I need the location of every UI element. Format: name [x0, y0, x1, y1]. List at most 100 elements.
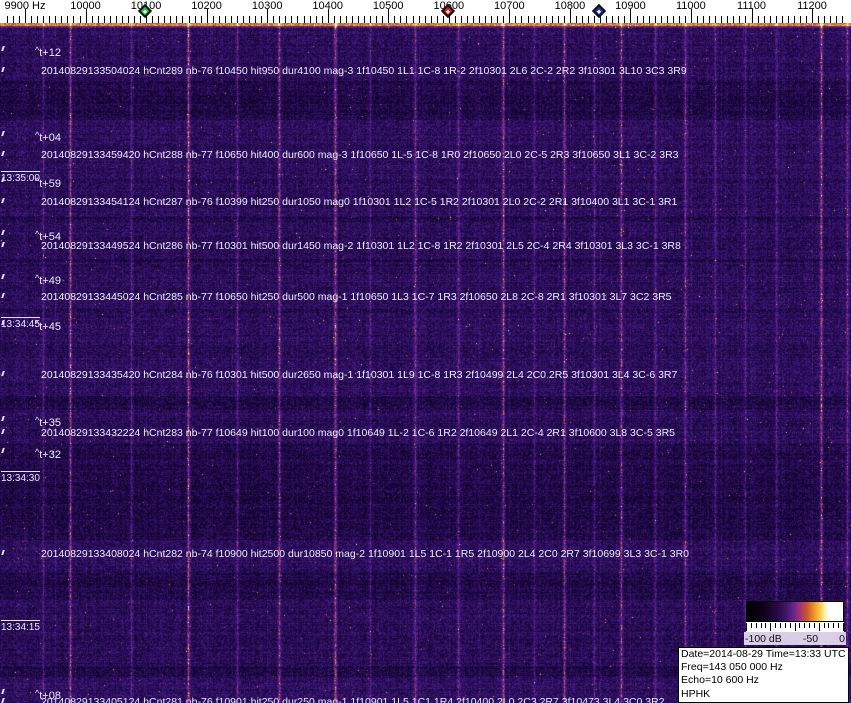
freq-marker-red-diamond-icon[interactable] [440, 3, 455, 19]
freq-minor-tick [545, 16, 547, 23]
left-edge-tick-mark [1, 46, 5, 51]
freq-minor-tick [303, 16, 305, 23]
event-caret-icon: ^ [35, 229, 40, 239]
freq-minor-tick [339, 16, 341, 23]
left-edge-tick-mark [1, 67, 5, 72]
freq-axis-label: 10900 [615, 0, 646, 12]
event-caret-icon: ^ [35, 415, 40, 425]
left-edge-tick-mark [1, 198, 5, 203]
freq-minor-tick [364, 16, 365, 23]
db-scale-labels: -100 dB -50 0 [744, 632, 846, 645]
db-tick [833, 623, 835, 628]
freq-minor-tick [273, 16, 275, 23]
freq-major-tick [509, 9, 511, 23]
freq-minor-tick [642, 16, 644, 23]
freq-minor-tick [763, 16, 765, 23]
event-offset-text: t+32 [39, 449, 61, 461]
freq-axis-label: 10300 [251, 0, 283, 12]
freq-minor-tick [739, 16, 741, 23]
freq-axis-label: 10400 [312, 0, 343, 12]
freq-marker-green-diamond-icon[interactable] [138, 3, 153, 19]
freq-minor-tick [412, 16, 414, 23]
event-data-line: 20140829133459420 hCnt288 nb-77 f10650 h… [41, 149, 679, 161]
freq-minor-tick [824, 16, 826, 23]
freq-major-tick [25, 9, 26, 23]
freq-minor-tick [394, 16, 396, 23]
freq-major-tick [388, 9, 390, 23]
freq-minor-tick [606, 16, 608, 23]
freq-minor-tick [152, 16, 154, 23]
db-tick [775, 623, 777, 628]
left-edge-tick-mark [1, 151, 5, 156]
freq-minor-tick [733, 16, 735, 23]
db-tick [746, 623, 747, 631]
freq-minor-tick [636, 16, 638, 23]
freq-minor-tick [721, 16, 723, 23]
freq-minor-tick [745, 16, 747, 23]
info-frequency: Freq=143 050 000 Hz [681, 661, 783, 674]
time-axis-label: 13:34:15 [1, 620, 40, 633]
freq-axis-label: 10500 [372, 0, 404, 12]
event-offset-text: t+45 [39, 321, 61, 333]
freq-minor-tick [600, 16, 602, 23]
freq-minor-tick [164, 16, 166, 23]
freq-major-tick [569, 9, 571, 23]
freq-minor-tick [781, 16, 783, 23]
freq-minor-tick [418, 16, 420, 23]
event-time-offset-label: ^t+35 [35, 414, 61, 429]
db-tick [784, 623, 786, 628]
db-gradient-bar [746, 601, 844, 622]
left-edge-tick-mark [1, 274, 5, 279]
freq-marker-blue-diamond-icon[interactable] [592, 3, 607, 19]
marker-center-dot [445, 9, 450, 14]
info-station-id: HPHK [681, 687, 711, 700]
freq-minor-tick [775, 16, 777, 23]
event-time-offset-label: ^t+59 [35, 175, 61, 190]
freq-minor-tick [255, 16, 257, 23]
freq-minor-tick [424, 16, 426, 23]
freq-minor-tick [588, 16, 589, 23]
freq-axis-label: 9900 Hz [4, 0, 46, 12]
freq-minor-tick [188, 16, 190, 23]
freq-minor-tick [618, 16, 620, 23]
freq-minor-tick [333, 16, 335, 23]
event-offset-text: t+49 [39, 275, 61, 287]
freq-minor-tick [533, 16, 535, 23]
db-tick [818, 623, 820, 631]
freq-minor-tick [49, 16, 51, 23]
freq-minor-tick [703, 16, 704, 23]
freq-axis-label: 11200 [797, 0, 827, 12]
left-edge-tick-mark [1, 242, 5, 247]
event-offset-text: t+59 [39, 178, 61, 190]
event-data-line: 20140829133405124 hCnt281 nb-76 f10901 h… [41, 696, 665, 703]
event-time-offset-label: ^t+49 [35, 272, 61, 287]
freq-minor-tick [624, 16, 626, 23]
db-tick [779, 623, 781, 628]
db-tick [799, 623, 801, 628]
db-tick [843, 623, 844, 631]
event-data-line: 20140829133408024 hCnt282 nb-74 f10900 h… [41, 548, 690, 560]
freq-minor-tick [182, 16, 184, 23]
freq-major-tick [267, 9, 269, 23]
db-tick [809, 623, 810, 628]
info-date-time: Date=2014-08-29 Time=13:33 UTC [681, 648, 846, 660]
freq-minor-tick [358, 16, 359, 23]
freq-minor-tick [557, 16, 559, 23]
event-data-line: 20140829133432224 hCnt283 nb-77 f10649 h… [41, 427, 675, 439]
left-edge-tick-mark [1, 550, 5, 555]
freq-major-tick [327, 9, 329, 23]
freq-minor-tick [442, 16, 444, 23]
event-data-line: 20140829133445024 hCnt285 nb-77 f10650 h… [41, 291, 672, 303]
event-caret-icon: ^ [35, 447, 40, 457]
freq-minor-tick [127, 16, 129, 23]
event-caret-icon: ^ [35, 176, 40, 186]
freq-minor-tick [697, 16, 698, 23]
freq-minor-tick [170, 16, 172, 23]
freq-minor-tick [285, 16, 287, 23]
db-color-scale: -100 dB -50 0 [744, 601, 846, 645]
freq-minor-tick [309, 16, 311, 23]
freq-minor-tick [194, 16, 196, 23]
freq-minor-tick [91, 16, 93, 23]
